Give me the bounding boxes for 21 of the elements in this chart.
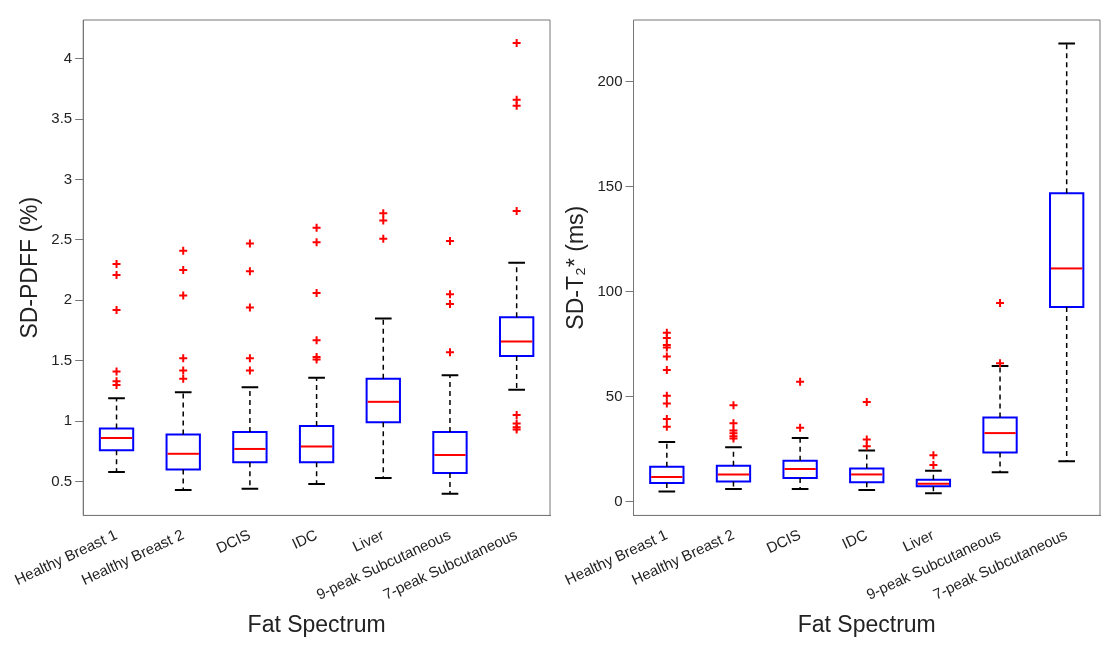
x-tick-label: IDC: [839, 525, 870, 552]
y-tick-label: 3.5: [51, 109, 73, 127]
y-tick-label: 0.5: [51, 471, 73, 489]
x-tick-label: DCIS: [763, 525, 804, 557]
x-axis-title: Fat Spectrum: [247, 610, 386, 637]
y-axis-title: SD-T₂* (ms): [562, 205, 589, 330]
y-tick-label: 4: [63, 48, 73, 66]
x-tick-label: DCIS: [213, 525, 253, 557]
y-tick-label: 2.5: [51, 230, 73, 248]
y-tick-label: 200: [597, 72, 623, 90]
y-tick-label: 2: [63, 290, 73, 308]
y-tick-label: 1: [63, 411, 73, 429]
x-axis-title: Fat Spectrum: [797, 610, 936, 637]
y-tick-label: 3: [63, 169, 73, 187]
y-axis-title: SD-PDFF (%): [15, 196, 42, 339]
y-tick-label: 150: [597, 177, 623, 195]
x-tick-label: IDC: [289, 525, 320, 552]
y-tick-label: 50: [605, 387, 623, 405]
y-tick-label: 1.5: [51, 350, 73, 368]
y-tick-label: 0: [614, 492, 623, 510]
y-tick-label: 100: [597, 282, 623, 300]
